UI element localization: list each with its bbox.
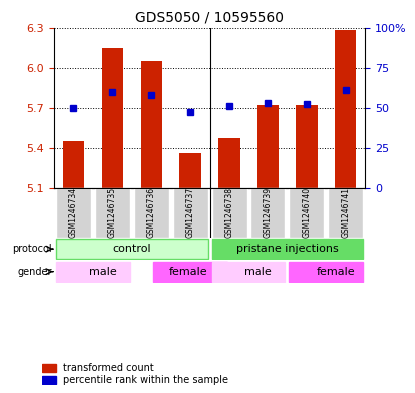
Text: control: control <box>112 244 151 254</box>
FancyBboxPatch shape <box>134 188 169 238</box>
Text: GSM1246739: GSM1246739 <box>264 187 272 239</box>
FancyBboxPatch shape <box>173 188 208 238</box>
Bar <box>141 61 162 188</box>
Text: male: male <box>89 267 117 277</box>
Bar <box>42 364 56 372</box>
FancyBboxPatch shape <box>95 188 130 238</box>
Bar <box>335 30 356 188</box>
FancyBboxPatch shape <box>56 239 208 259</box>
Bar <box>42 376 56 384</box>
FancyBboxPatch shape <box>289 188 325 238</box>
Text: pristane injections: pristane injections <box>236 244 339 254</box>
Bar <box>102 48 123 188</box>
FancyBboxPatch shape <box>56 262 130 282</box>
Bar <box>179 153 201 188</box>
Bar <box>257 105 278 188</box>
Text: percentile rank within the sample: percentile rank within the sample <box>63 375 228 385</box>
Title: GDS5050 / 10595560: GDS5050 / 10595560 <box>135 11 284 25</box>
FancyBboxPatch shape <box>289 262 363 282</box>
Text: gender: gender <box>17 267 52 277</box>
Text: GSM1246740: GSM1246740 <box>303 187 311 239</box>
Bar <box>63 141 84 188</box>
FancyBboxPatch shape <box>328 188 363 238</box>
Text: female: female <box>169 267 208 277</box>
FancyBboxPatch shape <box>212 239 363 259</box>
Text: GSM1246741: GSM1246741 <box>341 187 350 238</box>
FancyBboxPatch shape <box>212 188 247 238</box>
FancyBboxPatch shape <box>250 188 286 238</box>
Bar <box>296 105 317 188</box>
Text: GSM1246735: GSM1246735 <box>108 187 117 239</box>
Bar <box>218 138 240 188</box>
Text: GSM1246736: GSM1246736 <box>147 187 156 239</box>
FancyBboxPatch shape <box>153 262 227 282</box>
Text: female: female <box>317 267 355 277</box>
Text: male: male <box>244 267 272 277</box>
Text: GSM1246734: GSM1246734 <box>69 187 78 239</box>
FancyBboxPatch shape <box>212 262 286 282</box>
Text: GSM1246737: GSM1246737 <box>186 187 195 239</box>
Text: GSM1246738: GSM1246738 <box>225 187 234 238</box>
FancyBboxPatch shape <box>56 188 91 238</box>
Text: transformed count: transformed count <box>63 363 154 373</box>
Text: protocol: protocol <box>12 244 52 254</box>
